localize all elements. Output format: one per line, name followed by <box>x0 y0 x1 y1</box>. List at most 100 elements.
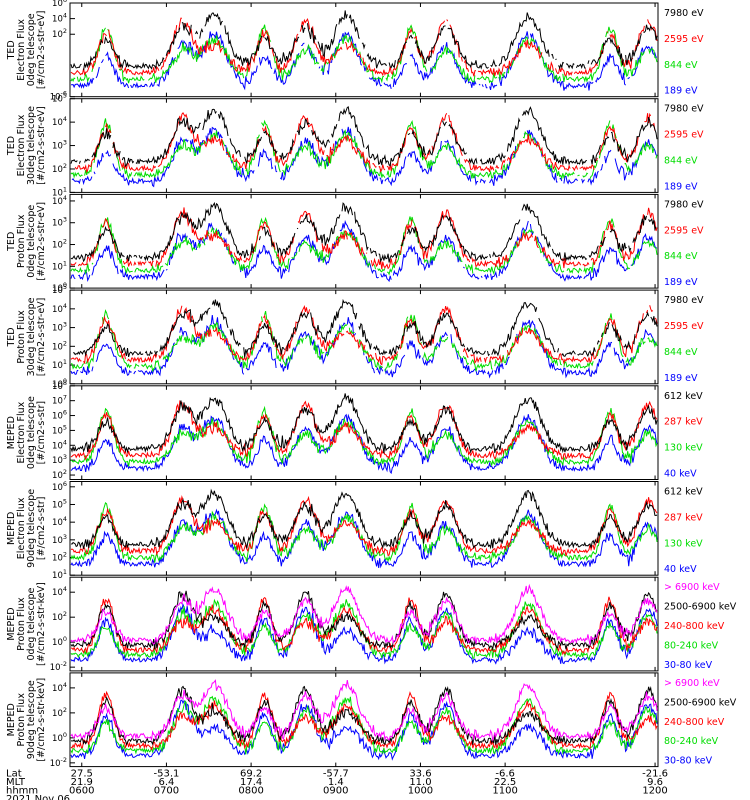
y-tick-label: 102 <box>52 238 67 251</box>
y-tick-label: 102 <box>52 706 67 719</box>
series-1-trace <box>70 201 657 263</box>
date-label: 2021 Nov 06 <box>6 794 70 800</box>
series-4-trace <box>70 695 658 756</box>
legend-label: 612 keV <box>664 487 703 498</box>
y-axis-title-line: 0deg telescope <box>26 396 37 469</box>
panel-frame <box>69 193 659 289</box>
y-axis-title-line: 0deg telescope <box>26 13 37 86</box>
y-tick-label: 105 <box>52 92 67 105</box>
panel-4: 100 101 102 103 104 105 TED Proton Flux 30deg te… <box>6 283 704 390</box>
x-tick-lat: 69.2 <box>240 769 262 780</box>
legend-label: 189 eV <box>664 277 698 288</box>
y-axis-title-line: TED <box>6 136 17 156</box>
y-tick-label: 103 <box>52 453 67 466</box>
x-tick-lat: 27.5 <box>71 769 93 780</box>
y-axis-title: TED Electron Flux 0deg telescope [#/cm2-s-s… <box>6 11 47 90</box>
legend-label: 130 keV <box>664 443 703 454</box>
x-tick-hhmm: 0600 <box>69 786 94 797</box>
y-axis-title-line: [#/cm2-s-str-eV] <box>36 202 47 281</box>
y-tick-label: 103 <box>52 533 67 546</box>
legend-label: 40 keV <box>664 469 697 480</box>
panel-2: 101 102 103 104 105 TED Electron Flux 30deg tel… <box>6 92 704 199</box>
y-tick-label: 101 <box>52 568 67 581</box>
legend-label: 612 keV <box>664 391 703 402</box>
x-tick-hhmm: 1100 <box>492 786 517 797</box>
x-tick-mlt: 9.6 <box>647 777 663 788</box>
legend-label: 2500-6900 keV <box>664 697 737 708</box>
x-tick-lat: -57.7 <box>323 769 349 780</box>
y-axis-title-line: TED <box>6 232 17 252</box>
y-axis-title-line: [#/cm2-s-str] <box>36 401 47 464</box>
y-axis-title-line: Proton Flux <box>16 693 27 747</box>
axis-row-label: MLT <box>6 777 26 788</box>
y-axis-title: TED Proton Flux 30deg telescope [#/cm2-s-st… <box>6 297 47 376</box>
y-axis-title-line: [#/cm2-s-str-keV] <box>36 678 47 762</box>
y-tick-label: 100 <box>52 731 67 744</box>
legend-label: 844 eV <box>664 251 698 262</box>
x-tick-hhmm: 0800 <box>238 786 263 797</box>
x-tick-mlt: 11.0 <box>409 777 431 788</box>
series-1-trace <box>70 679 658 742</box>
panel-7: 10-2 100 102 104 MEPED Proton Flux 0deg telesc… <box>6 576 737 673</box>
legend-label: 2595 eV <box>664 225 704 236</box>
y-tick-label: 103 <box>52 321 67 334</box>
y-axis-title-line: MEPED <box>6 607 17 640</box>
series-4-trace <box>70 413 658 475</box>
y-tick-label: 103 <box>52 139 67 152</box>
y-tick-label: 10-2 <box>50 756 67 769</box>
series-4-trace <box>70 508 658 569</box>
x-tick-mlt: 17.4 <box>240 777 262 788</box>
series-1-trace <box>70 106 658 168</box>
y-tick-label: 10-2 <box>50 660 67 673</box>
y-axis-title-line: [#/cm2-s-str-keV] <box>36 582 47 666</box>
x-tick-lat: 33.6 <box>409 769 431 780</box>
y-axis-title-line: Electron Flux <box>16 497 27 559</box>
y-axis-title: MEPED Proton Flux 90deg telescope [#/cm2-s-… <box>6 678 47 762</box>
legend-label: 2595 eV <box>664 321 704 332</box>
panel-3: 100 101 102 103 104 TED Proton Flux 0deg telesc… <box>6 193 704 294</box>
series-2-trace <box>70 17 658 77</box>
legend-label: 2595 eV <box>664 34 704 45</box>
y-axis-title-line: TED <box>6 327 17 347</box>
series-2-trace <box>70 590 658 652</box>
legend-label: 2500-6900 keV <box>664 602 737 613</box>
y-tick-label: 102 <box>52 339 67 352</box>
y-axis-title-line: Electron Flux <box>16 401 27 463</box>
axis-row-label: Lat <box>6 769 22 780</box>
y-axis-title-line: 30deg telescope <box>26 106 37 185</box>
legend-label: 2595 eV <box>664 130 704 141</box>
legend-label: > 6900 keV <box>664 582 720 593</box>
legend-label: 287 keV <box>664 512 703 523</box>
x-tick-mlt: 21.9 <box>71 777 93 788</box>
x-tick-mlt: 6.4 <box>158 777 174 788</box>
y-axis-title-line: [#/cm2-s-str-eV] <box>36 106 47 185</box>
panel-1: 10-6 102 104 106 TED Electron Flux 0deg telesc… <box>6 0 704 103</box>
y-axis-title: MEPED Proton Flux 0deg telescope [#/cm2-s-s… <box>6 582 47 666</box>
series-1-trace <box>70 583 658 645</box>
legend-label: 130 keV <box>664 538 703 549</box>
y-axis-title-line: Electron Flux <box>16 19 27 81</box>
y-axis-title-line: Electron Flux <box>16 114 27 176</box>
y-axis-title-line: 0deg telescope <box>26 205 37 278</box>
panel-frame <box>69 289 659 385</box>
y-tick-label: 104 <box>52 438 67 451</box>
y-tick-label: 107 <box>52 394 67 407</box>
y-tick-label: 100 <box>52 377 67 390</box>
series-1-trace <box>70 10 658 71</box>
legend-label: 80-240 keV <box>664 640 719 651</box>
legend-label: 844 eV <box>664 347 698 358</box>
y-axis-title-line: Proton Flux <box>16 310 27 364</box>
axis-row-label: hhmm <box>6 786 38 797</box>
x-tick-lat: -53.1 <box>153 769 179 780</box>
y-tick-label: 106 <box>52 0 67 9</box>
y-tick-label: 101 <box>52 259 67 272</box>
y-tick-label: 102 <box>52 551 67 564</box>
y-tick-label: 105 <box>52 497 67 510</box>
panel-frame <box>69 576 659 672</box>
y-tick-label: 101 <box>52 185 67 198</box>
y-tick-label: 100 <box>52 281 67 294</box>
y-tick-label: 102 <box>52 468 67 481</box>
